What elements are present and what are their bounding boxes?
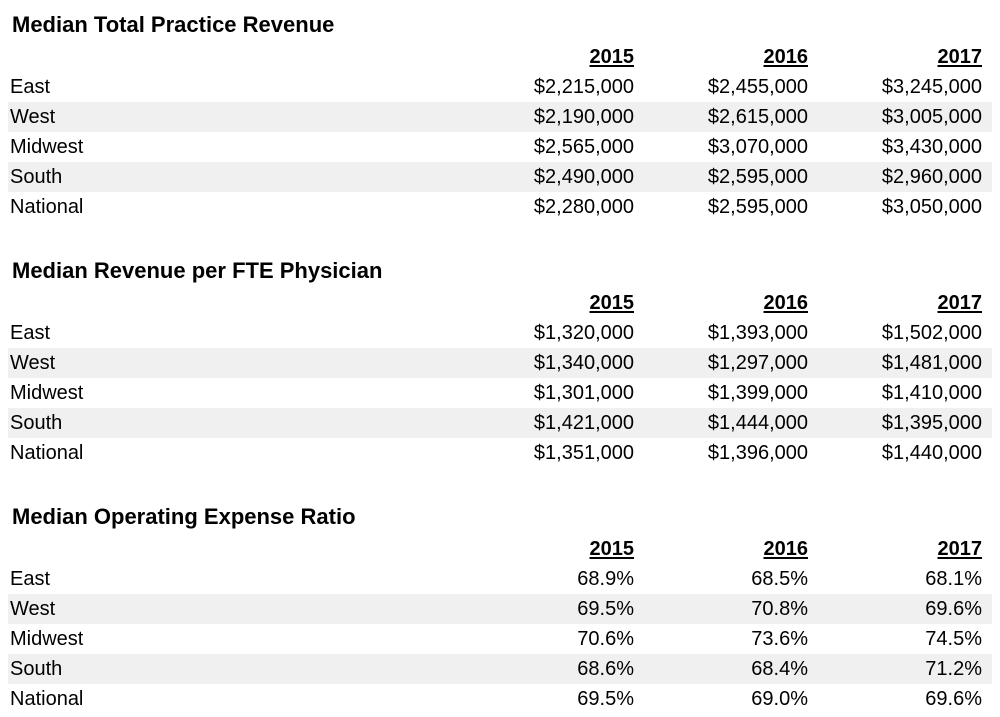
region-label: National [10,688,84,710]
table-row: East $1,320,000 $1,393,000 $1,502,000 [8,318,992,348]
value-cell: $3,070,000 [707,136,808,158]
year-header: 2016 [763,538,809,560]
table-row: National 69.5% 69.0% 69.6% [8,684,992,714]
header-row: 2015 2016 2017 [8,42,992,72]
value-cell: $3,005,000 [881,106,982,128]
year-header: 2017 [937,46,983,68]
value-cell: $2,280,000 [533,196,634,218]
value-cell: $1,410,000 [881,382,982,404]
value-cell: 68.9% [577,568,634,590]
year-header: 2015 [589,292,635,314]
value-cell: $3,245,000 [881,76,982,98]
value-cell: 71.2% [925,658,982,680]
value-cell: $2,190,000 [533,106,634,128]
section-title: Median Operating Expense Ratio [12,504,356,529]
value-cell: 69.0% [751,688,808,710]
value-cell: 69.5% [577,598,634,620]
value-cell: $1,444,000 [707,412,808,434]
table-row: West 69.5% 70.8% 69.6% [8,594,992,624]
table-row: Midwest 70.6% 73.6% 74.5% [8,624,992,654]
value-cell: $2,615,000 [707,106,808,128]
region-label: South [10,658,63,680]
value-cell: $1,395,000 [881,412,982,434]
header-row: 2015 2016 2017 [8,534,992,564]
table-row: National $2,280,000 $2,595,000 $3,050,00… [8,192,992,222]
value-cell: 74.5% [925,628,982,650]
table-row: West $2,190,000 $2,615,000 $3,005,000 [8,102,992,132]
region-label: National [10,196,84,218]
value-cell: $1,301,000 [533,382,634,404]
value-cell: 68.4% [751,658,808,680]
region-label: Midwest [10,136,84,158]
value-cell: 68.5% [751,568,808,590]
value-cell: $1,399,000 [707,382,808,404]
value-cell: 69.6% [925,688,982,710]
value-cell: $3,430,000 [881,136,982,158]
table-row: East $2,215,000 $2,455,000 $3,245,000 [8,72,992,102]
table-row: Midwest $2,565,000 $3,070,000 $3,430,000 [8,132,992,162]
year-header: 2017 [937,538,983,560]
section-title: Median Total Practice Revenue [12,12,335,37]
region-label: Midwest [10,628,84,650]
table-row: South $1,421,000 $1,444,000 $1,395,000 [8,408,992,438]
region-label: East [10,322,51,344]
region-label: Midwest [10,382,84,404]
value-cell: $2,595,000 [707,196,808,218]
year-header: 2017 [937,292,983,314]
value-cell: $2,215,000 [533,76,634,98]
value-cell: $1,421,000 [533,412,634,434]
value-cell: $2,455,000 [707,76,808,98]
value-cell: 70.6% [577,628,634,650]
year-header: 2016 [763,292,809,314]
value-cell: $1,481,000 [881,352,982,374]
year-header: 2015 [589,46,635,68]
section-title: Median Revenue per FTE Physician [12,258,383,283]
year-header: 2015 [589,538,635,560]
region-label: West [10,106,56,128]
region-label: South [10,412,63,434]
table-row: National $1,351,000 $1,396,000 $1,440,00… [8,438,992,468]
table-row: Midwest $1,301,000 $1,399,000 $1,410,000 [8,378,992,408]
region-label: South [10,166,63,188]
value-cell: $1,396,000 [707,442,808,464]
value-cell: 68.1% [925,568,982,590]
table-row: East 68.9% 68.5% 68.1% [8,564,992,594]
value-cell: $1,351,000 [533,442,634,464]
revenue-per-fte-table: 2015 2016 2017 East $1,320,000 $1,393,00… [8,288,992,468]
value-cell: $1,393,000 [707,322,808,344]
header-row: 2015 2016 2017 [8,288,992,318]
value-cell: $2,490,000 [533,166,634,188]
value-cell: 69.6% [925,598,982,620]
expense-ratio-table: 2015 2016 2017 East 68.9% 68.5% 68.1% We… [8,534,992,714]
region-label: National [10,442,84,464]
region-label: East [10,568,51,590]
region-label: West [10,352,56,374]
value-cell: $2,595,000 [707,166,808,188]
region-label: East [10,76,51,98]
value-cell: 70.8% [751,598,808,620]
region-label: West [10,598,56,620]
value-cell: 73.6% [751,628,808,650]
table-row: South $2,490,000 $2,595,000 $2,960,000 [8,162,992,192]
value-cell: $3,050,000 [881,196,982,218]
value-cell: $1,320,000 [533,322,634,344]
table-row: West $1,340,000 $1,297,000 $1,481,000 [8,348,992,378]
value-cell: $2,565,000 [533,136,634,158]
year-header: 2016 [763,46,809,68]
value-cell: $1,340,000 [533,352,634,374]
value-cell: $2,960,000 [881,166,982,188]
value-cell: 69.5% [577,688,634,710]
value-cell: $1,297,000 [707,352,808,374]
revenue-table: 2015 2016 2017 East $2,215,000 $2,455,00… [8,42,992,222]
table-row: South 68.6% 68.4% 71.2% [8,654,992,684]
value-cell: 68.6% [577,658,634,680]
value-cell: $1,502,000 [881,322,982,344]
value-cell: $1,440,000 [881,442,982,464]
